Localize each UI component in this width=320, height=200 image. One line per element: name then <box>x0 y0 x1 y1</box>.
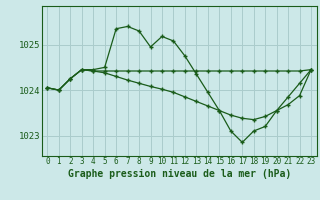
X-axis label: Graphe pression niveau de la mer (hPa): Graphe pression niveau de la mer (hPa) <box>68 169 291 179</box>
